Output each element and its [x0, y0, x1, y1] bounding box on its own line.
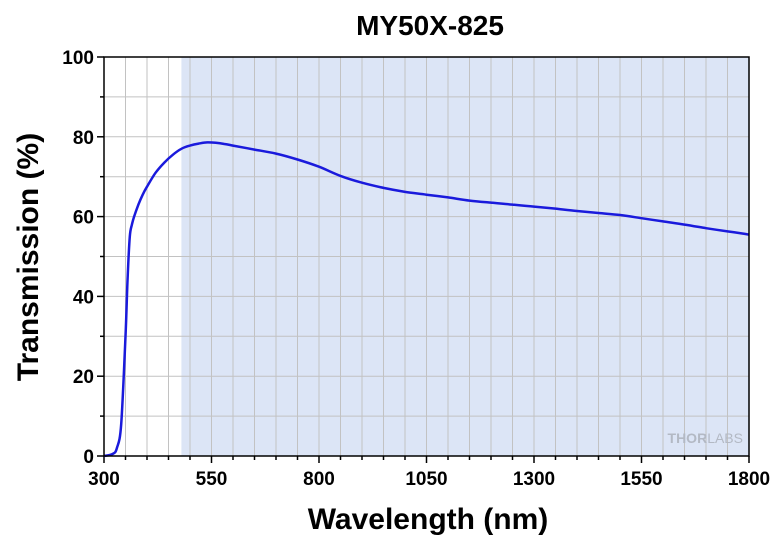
y-tick-label: 60: [73, 208, 94, 229]
x-tick-label: 550: [196, 469, 228, 490]
y-tick-labels: 0 20 40 60 80 100: [62, 48, 94, 468]
x-tick-labels: 300 550 800 1050 1300 1550 1800: [88, 469, 770, 490]
x-axis-label: Wavelength (nm): [308, 503, 549, 536]
y-tick-label: 100: [62, 48, 94, 69]
watermark-logo: THORLABS: [668, 430, 743, 446]
plot-frame: [103, 56, 750, 457]
x-tick-label: 1800: [728, 469, 770, 490]
y-tick-label: 20: [73, 367, 94, 388]
x-tick-label: 1050: [405, 469, 447, 490]
x-tick-label: 1300: [513, 469, 555, 490]
y-axis-label: Transmission (%): [12, 133, 45, 381]
y-tick-label: 40: [73, 287, 94, 308]
grid-lines: [104, 57, 749, 456]
x-tick-label: 300: [88, 469, 120, 490]
chart-title: MY50X-825: [356, 10, 504, 41]
y-tick-label: 0: [83, 447, 94, 468]
series-line: [103, 141, 750, 458]
x-tick-label: 800: [303, 469, 335, 490]
y-tick-label: 80: [73, 128, 94, 149]
x-tick-label: 1550: [620, 469, 662, 490]
